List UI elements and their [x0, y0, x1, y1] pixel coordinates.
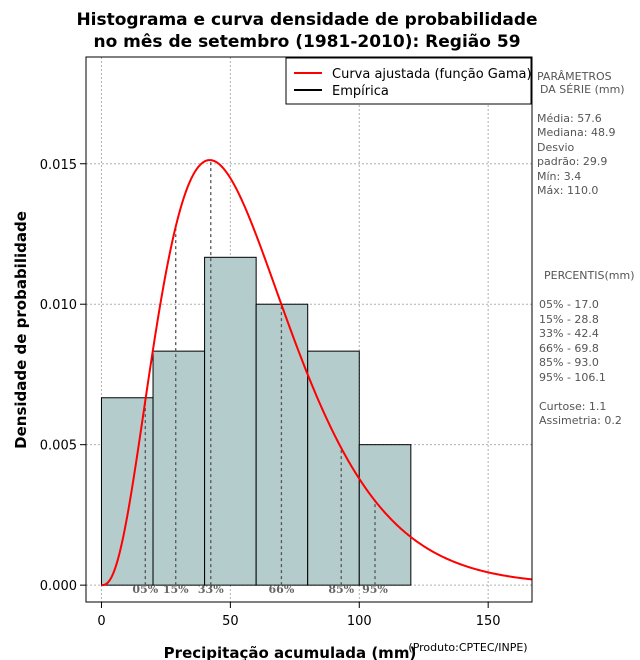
percentile-marker-label: 15% — [163, 583, 189, 596]
curve-layer — [101, 159, 533, 587]
param-desvio-1: Desvio — [537, 141, 575, 154]
bars-layer — [100, 256, 412, 586]
y-tick-label: 0.000 — [40, 579, 77, 594]
percentiles-panel: PERCENTIS(mm) 05% - 17.0 15% - 28.8 33% … — [539, 269, 635, 427]
percentile-66: 66% - 69.8 — [539, 342, 599, 355]
param-max: Máx: 110.0 — [537, 184, 598, 197]
x-tick-label: 150 — [476, 614, 501, 629]
legend-box — [285, 57, 532, 105]
y-tick-label: 0.010 — [40, 298, 77, 313]
percentile-marker-label: 05% — [132, 583, 158, 596]
param-min: Mín: 3.4 — [537, 170, 581, 183]
percentile-markers-layer: 05% 15% 33% 66% 85% 95% — [132, 160, 388, 596]
percentile-15: 15% - 28.8 — [539, 313, 599, 326]
legend-curve-label: Curva ajustada (função Gama) — [332, 67, 532, 82]
percentile-05: 05% - 17.0 — [539, 298, 599, 311]
percentile-marker-label: 95% — [362, 583, 388, 596]
series-parameters-panel: PARÂMETROS DA SÉRIE (mm) Média: 57.6 Med… — [537, 70, 625, 197]
histogram-bar — [100, 397, 154, 586]
ticks-layer: 0 50 100 150 0.000 0.005 0.010 0.015 — [40, 158, 501, 629]
params-title-2: DA SÉRIE (mm) — [540, 83, 625, 96]
chart-title-line2: no mês de setembro (1981-2010): Região 5… — [93, 32, 520, 52]
param-desvio-2: padrão: 29.9 — [537, 155, 607, 168]
legend-empirical-label: Empírica — [332, 84, 389, 99]
histogram-bar — [358, 444, 412, 586]
param-media: Média: 57.6 — [537, 112, 602, 125]
credit-text: (Produto:CPTEC/INPE) — [408, 641, 527, 654]
x-tick-label: 100 — [347, 614, 372, 629]
x-axis-title: Precipitação acumulada (mm) — [164, 644, 417, 660]
percentile-marker-label: 66% — [269, 583, 295, 596]
percentile-marker-label: 33% — [198, 583, 224, 596]
percentis-title: PERCENTIS(mm) — [544, 269, 635, 282]
params-title-1: PARÂMETROS — [537, 70, 612, 83]
percentile-95: 95% - 106.1 — [539, 371, 606, 384]
chart-title-line1: Histograma e curva densidade de probabil… — [76, 10, 537, 30]
percentile-33: 33% - 42.4 — [539, 327, 599, 340]
curtose-value: Curtose: 1.1 — [539, 400, 606, 413]
y-tick-label: 0.005 — [40, 439, 77, 454]
y-axis-title: Densidade de probabilidade — [12, 211, 30, 449]
histogram-bar — [307, 350, 360, 586]
histogram-bar — [204, 256, 257, 586]
legend: Curva ajustada (função Gama) Empírica — [285, 57, 532, 105]
plot-frame — [85, 56, 533, 603]
percentile-marker-label: 85% — [328, 583, 354, 596]
histogram-bar — [152, 350, 206, 586]
gamma-density-curve — [101, 159, 533, 587]
param-mediana: Mediana: 48.9 — [537, 126, 615, 139]
x-tick-label: 0 — [97, 614, 105, 629]
percentile-85: 85% - 93.0 — [539, 356, 599, 369]
x-tick-label: 50 — [222, 614, 239, 629]
y-tick-label: 0.015 — [40, 158, 77, 173]
assimetria-value: Assimetria: 0.2 — [539, 414, 622, 427]
